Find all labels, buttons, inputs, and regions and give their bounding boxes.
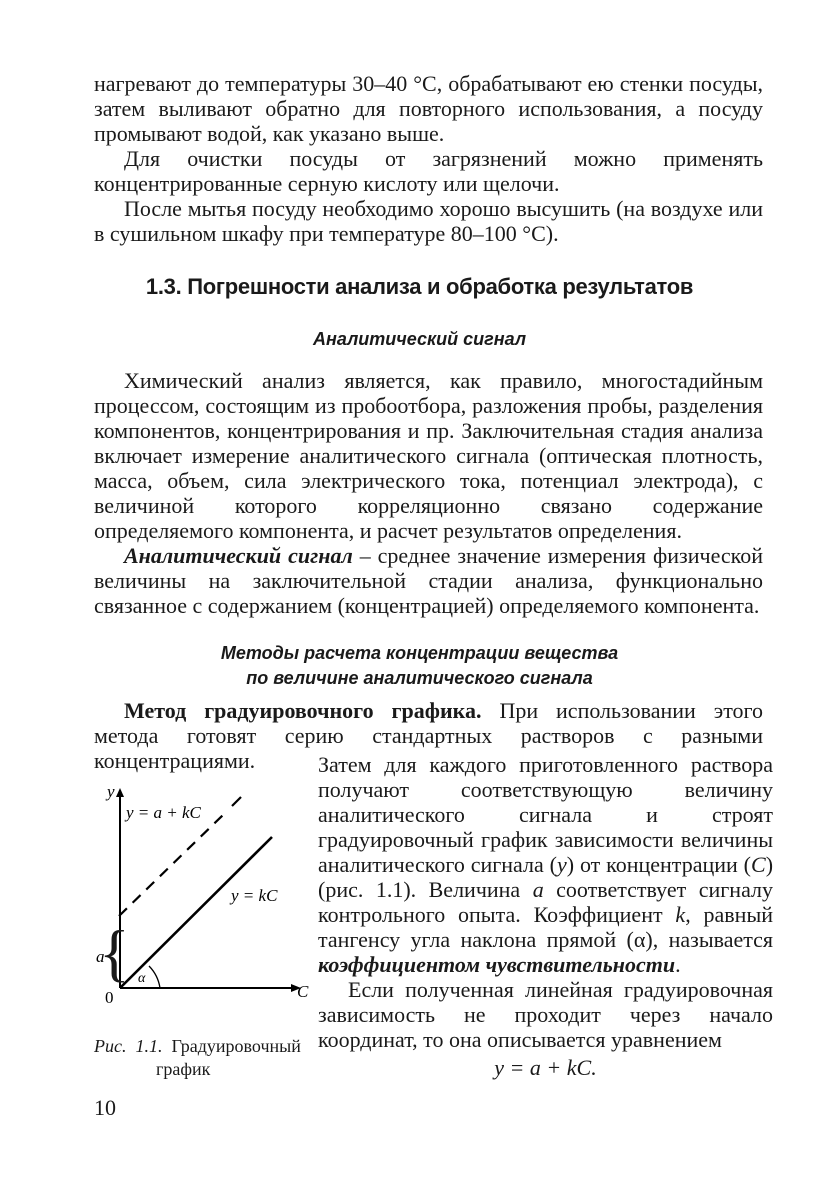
- svg-text:y = kC: y = kC: [229, 886, 278, 905]
- svg-text:y: y: [105, 785, 115, 801]
- svg-text:0: 0: [105, 988, 114, 1005]
- svg-text:a: a: [96, 947, 105, 966]
- svg-text:y = a + kC: y = a + kC: [124, 803, 202, 822]
- svg-text:C: C: [297, 982, 309, 1001]
- svg-text:α: α: [138, 971, 146, 986]
